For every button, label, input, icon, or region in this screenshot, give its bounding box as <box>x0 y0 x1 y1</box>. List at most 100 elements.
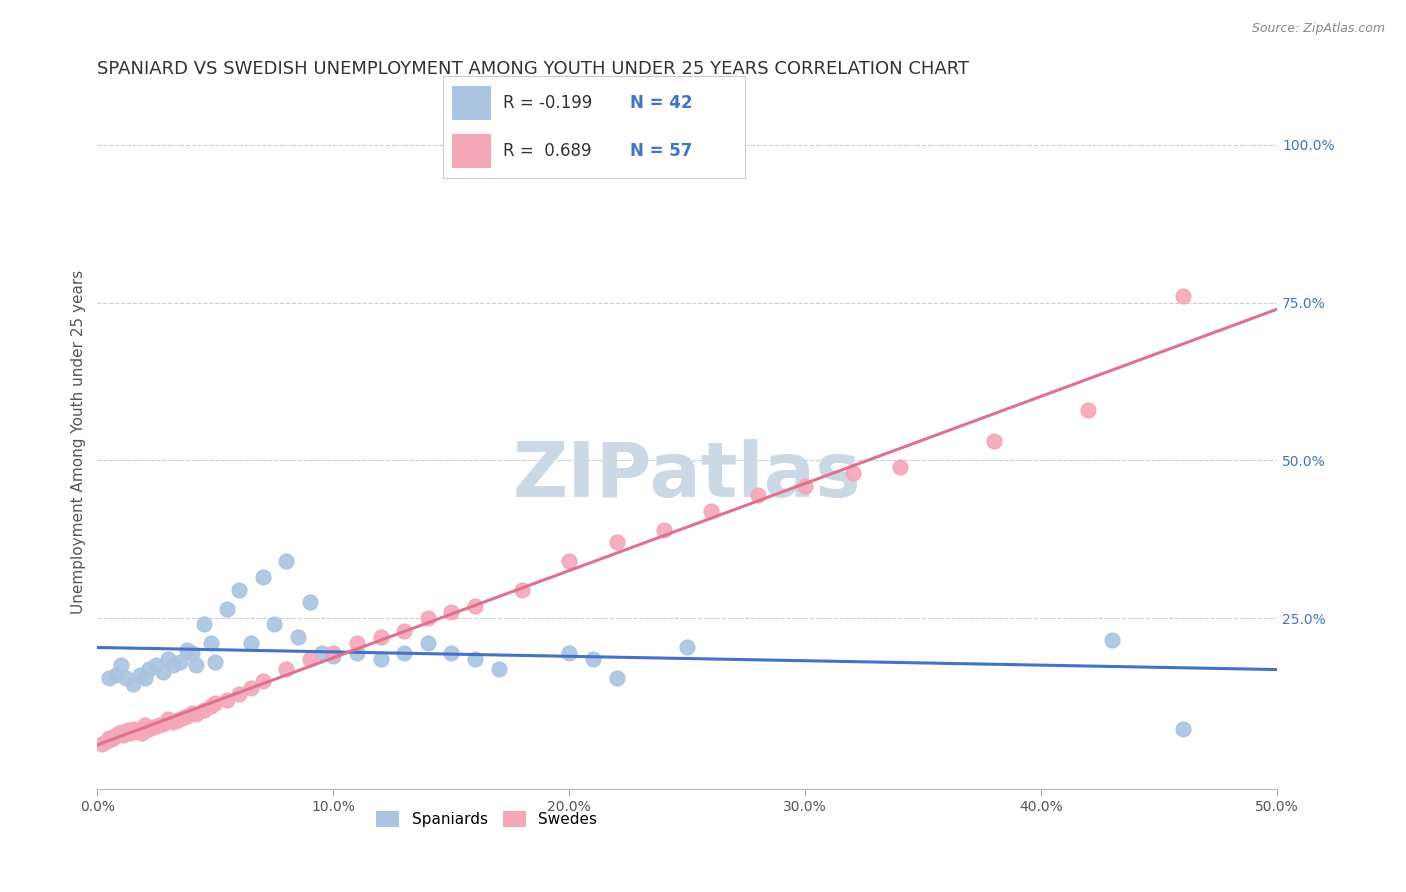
Point <box>252 674 274 689</box>
Point <box>98 731 121 745</box>
Point <box>105 728 128 742</box>
Point <box>180 646 202 660</box>
Y-axis label: Unemployment Among Youth under 25 years: Unemployment Among Youth under 25 years <box>72 269 86 614</box>
Point <box>558 554 581 568</box>
Point <box>107 726 129 740</box>
Point <box>200 699 222 714</box>
Point <box>676 640 699 654</box>
Point <box>98 671 121 685</box>
Point <box>652 523 675 537</box>
Point <box>134 718 156 732</box>
Point <box>124 723 146 738</box>
Point <box>166 714 188 728</box>
Legend: Spaniards, Swedes: Spaniards, Swedes <box>370 805 603 833</box>
Point <box>91 737 114 751</box>
Point <box>464 599 486 613</box>
Bar <box>451 135 491 168</box>
Point <box>200 636 222 650</box>
Point <box>239 636 262 650</box>
Point <box>276 554 298 568</box>
Point <box>252 570 274 584</box>
Point <box>794 478 817 492</box>
Point <box>157 652 180 666</box>
Point <box>157 712 180 726</box>
Point <box>298 595 321 609</box>
Point <box>110 658 132 673</box>
Point <box>392 624 415 638</box>
Point <box>193 703 215 717</box>
Point <box>311 646 333 660</box>
Text: N = 57: N = 57 <box>630 142 693 161</box>
Point <box>239 681 262 695</box>
Point <box>276 662 298 676</box>
Point <box>131 726 153 740</box>
Point <box>217 693 239 707</box>
Point <box>464 652 486 666</box>
Point <box>127 724 149 739</box>
Point <box>145 658 167 673</box>
Point <box>1101 633 1123 648</box>
Point <box>228 582 250 597</box>
Point <box>889 459 911 474</box>
Point <box>162 715 184 730</box>
Point <box>100 732 122 747</box>
Point <box>114 671 136 685</box>
Point <box>416 611 439 625</box>
Point <box>605 671 627 685</box>
Point <box>370 652 392 666</box>
Point <box>193 617 215 632</box>
Point <box>346 646 368 660</box>
Point <box>128 668 150 682</box>
Point <box>841 466 863 480</box>
Bar <box>451 87 491 120</box>
Point <box>121 722 143 736</box>
Point <box>180 706 202 720</box>
Point <box>1077 403 1099 417</box>
Point <box>488 662 510 676</box>
Point <box>204 656 226 670</box>
Point <box>605 535 627 549</box>
Point <box>143 720 166 734</box>
Point <box>152 717 174 731</box>
Point <box>346 636 368 650</box>
Text: R = -0.199: R = -0.199 <box>503 94 592 112</box>
Text: Source: ZipAtlas.com: Source: ZipAtlas.com <box>1251 22 1385 36</box>
Point <box>110 724 132 739</box>
Point <box>169 656 191 670</box>
Point <box>117 723 139 738</box>
Point <box>162 658 184 673</box>
Point <box>510 582 533 597</box>
Point <box>1171 289 1194 303</box>
Text: N = 42: N = 42 <box>630 94 693 112</box>
Point <box>217 601 239 615</box>
Point <box>134 671 156 685</box>
Point <box>138 662 160 676</box>
Point <box>172 711 194 725</box>
Point <box>152 665 174 679</box>
Point <box>440 646 463 660</box>
Point <box>558 646 581 660</box>
Point <box>1171 722 1194 736</box>
Point <box>176 642 198 657</box>
Point <box>176 709 198 723</box>
Point <box>416 636 439 650</box>
Point <box>298 652 321 666</box>
Point <box>392 646 415 660</box>
Point <box>138 722 160 736</box>
Point <box>112 728 135 742</box>
Point <box>700 504 723 518</box>
Text: ZIPatlas: ZIPatlas <box>513 439 862 513</box>
Text: R =  0.689: R = 0.689 <box>503 142 592 161</box>
Point <box>983 434 1005 449</box>
Point <box>370 630 392 644</box>
Point <box>440 605 463 619</box>
Point <box>186 658 208 673</box>
Text: SPANIARD VS SWEDISH UNEMPLOYMENT AMONG YOUTH UNDER 25 YEARS CORRELATION CHART: SPANIARD VS SWEDISH UNEMPLOYMENT AMONG Y… <box>97 60 970 78</box>
Point <box>105 668 128 682</box>
Point <box>148 718 170 732</box>
Point <box>114 726 136 740</box>
Point <box>582 652 605 666</box>
Point <box>120 726 142 740</box>
Point <box>128 722 150 736</box>
Point <box>121 677 143 691</box>
